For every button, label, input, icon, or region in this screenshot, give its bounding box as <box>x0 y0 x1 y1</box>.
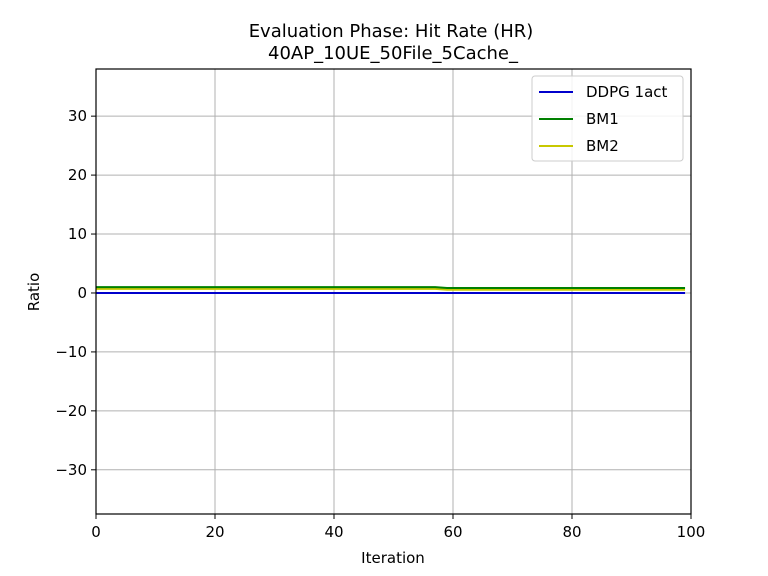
x-tick-label: 20 <box>205 523 224 541</box>
legend: DDPG 1act BM1 BM2 <box>531 75 684 162</box>
y-tick-label: −20 <box>55 402 87 420</box>
series-lines <box>96 286 686 294</box>
legend-box <box>531 75 684 162</box>
y-tick-label: 20 <box>68 166 87 184</box>
x-tick-label: 100 <box>677 523 706 541</box>
series-line-bm2 <box>96 287 686 291</box>
y-tick-label: −10 <box>55 343 87 361</box>
series-line-bm1 <box>96 286 686 289</box>
legend-label-ddpg: DDPG 1act <box>586 83 668 101</box>
legend-label-bm1: BM1 <box>586 110 619 128</box>
y-tick-label: −30 <box>55 461 87 479</box>
x-tick-label: 60 <box>443 523 462 541</box>
x-tick-label: 80 <box>562 523 581 541</box>
chart-title: Evaluation Phase: Hit Rate (HR) <box>249 21 534 42</box>
y-tick-label: 30 <box>68 107 87 125</box>
x-tick-label: 0 <box>91 523 101 541</box>
axis-ticks: 0 20 40 60 80 100 −30 −20 −10 0 10 20 30 <box>55 107 705 541</box>
y-tick-label: 0 <box>77 284 87 302</box>
x-tick-label: 40 <box>324 523 343 541</box>
y-tick-label: 10 <box>68 225 87 243</box>
y-axis-label: Ratio <box>25 273 43 312</box>
plot-frame <box>95 68 692 515</box>
chart-subtitle: 40AP_10UE_50File_5Cache_ <box>268 43 519 64</box>
x-axis-label: Iteration <box>361 549 425 567</box>
legend-label-bm2: BM2 <box>586 137 619 155</box>
